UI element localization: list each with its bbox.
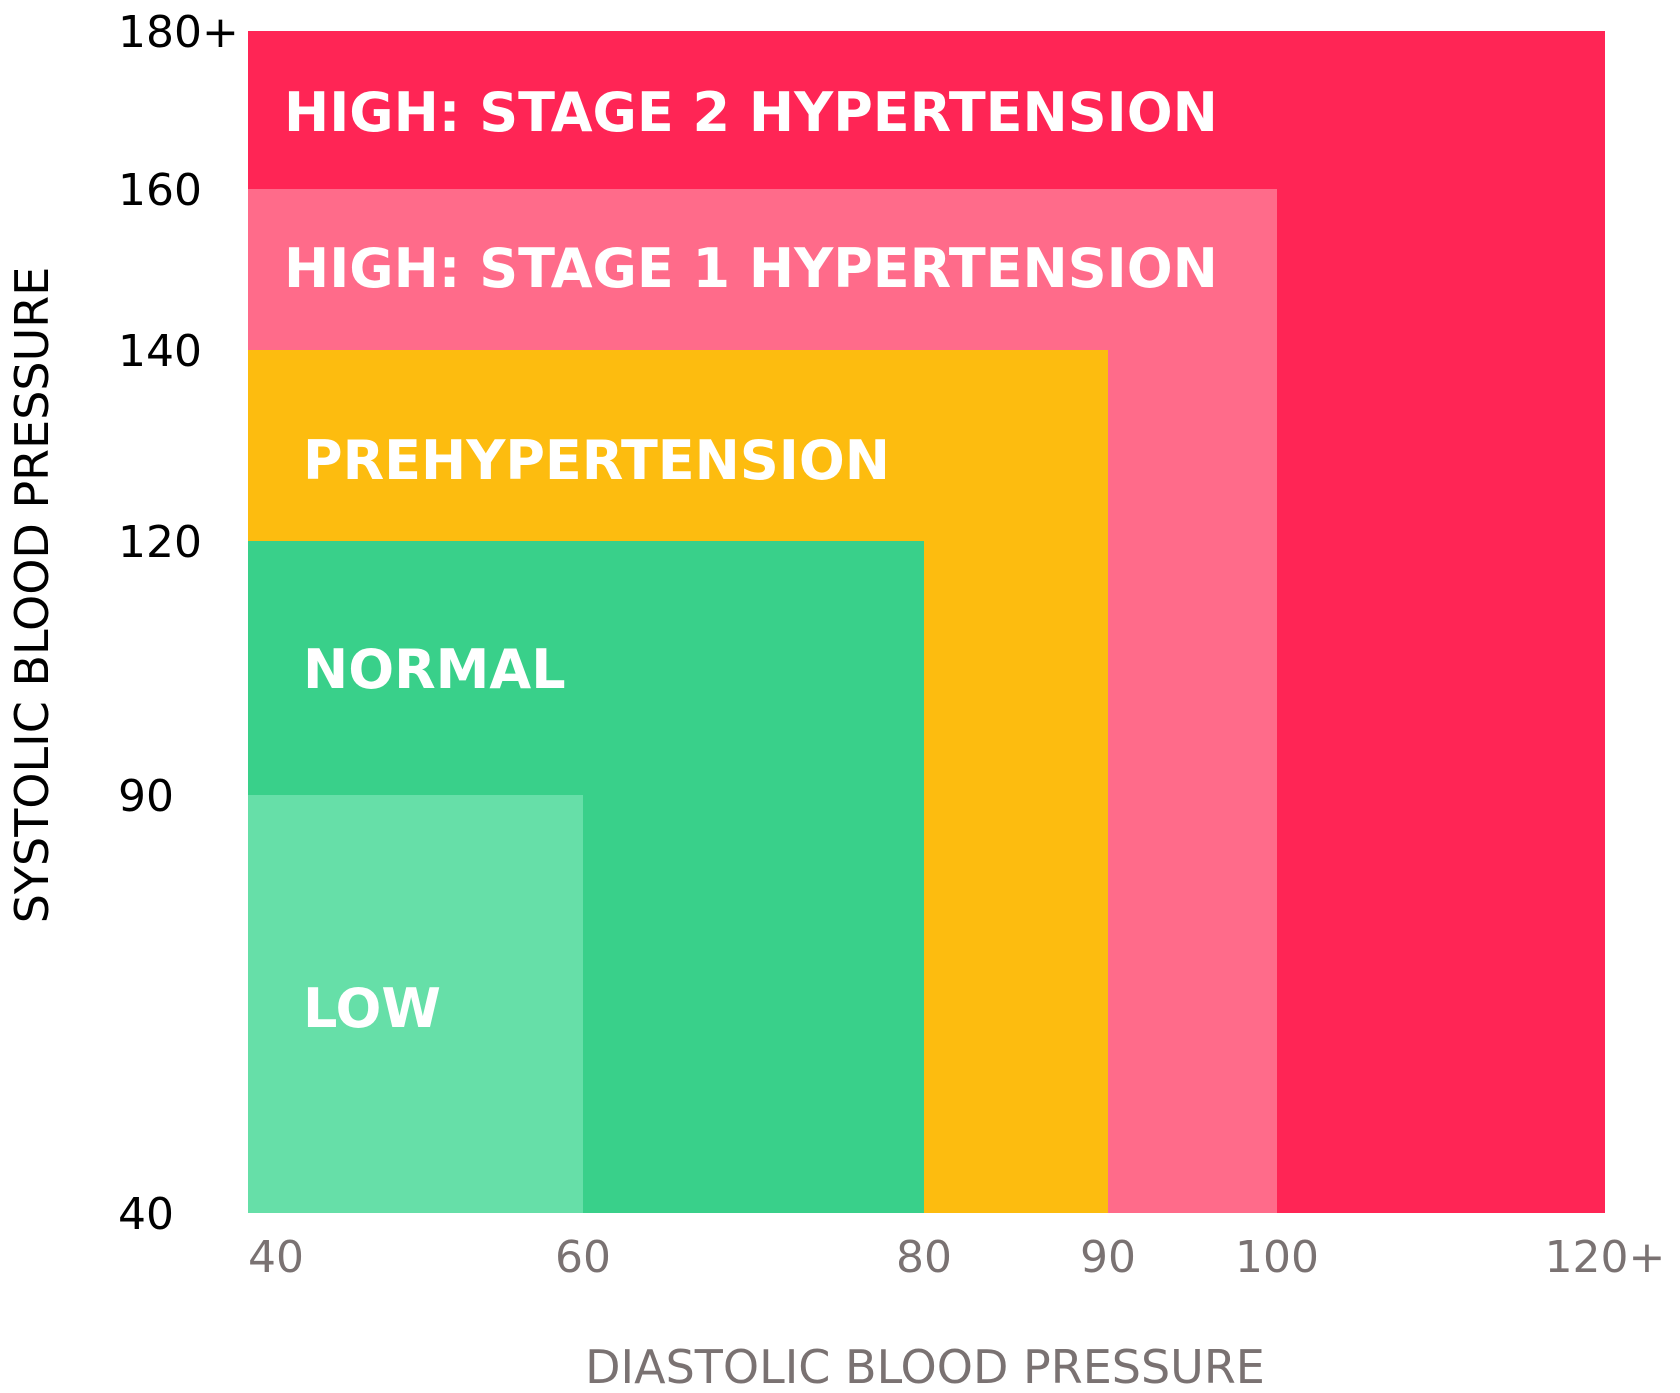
x-tick-label: 80: [896, 1232, 952, 1283]
x-tick-label: 120+: [1545, 1232, 1666, 1283]
y-tick-label: 90: [118, 771, 174, 822]
region-label-stage1: HIGH: STAGE 1 HYPERTENSION: [284, 237, 1218, 300]
region-labels: HIGH: STAGE 2 HYPERTENSION HIGH: STAGE 1 …: [284, 81, 1218, 1040]
x-tick-label: 90: [1080, 1232, 1136, 1283]
y-tick-label: 120: [118, 517, 202, 568]
y-tick-label: 140: [118, 326, 202, 377]
region-low: [248, 795, 583, 1213]
y-tick-label: 180+: [118, 7, 239, 58]
x-axis-label: DIASTOLIC BLOOD PRESSURE: [585, 1340, 1265, 1393]
region-label-normal: NORMAL: [303, 638, 566, 701]
x-tick-label: 40: [248, 1232, 304, 1283]
x-tick-label: 100: [1235, 1232, 1319, 1283]
y-tick-label: 40: [118, 1189, 174, 1240]
y-axis-ticks: 40 90 120 140 160 180+: [118, 7, 239, 1240]
x-axis-ticks: 40 60 80 90 100 120+: [248, 1232, 1665, 1283]
region-label-prehypertension: PREHYPERTENSION: [303, 429, 890, 492]
y-axis-label: SYSTOLIC BLOOD PRESSURE: [5, 267, 59, 924]
chart-regions: [248, 31, 1605, 1213]
region-label-low: LOW: [303, 977, 441, 1040]
x-tick-label: 60: [555, 1232, 611, 1283]
y-tick-label: 160: [118, 165, 202, 216]
region-label-stage2: HIGH: STAGE 2 HYPERTENSION: [284, 81, 1218, 144]
